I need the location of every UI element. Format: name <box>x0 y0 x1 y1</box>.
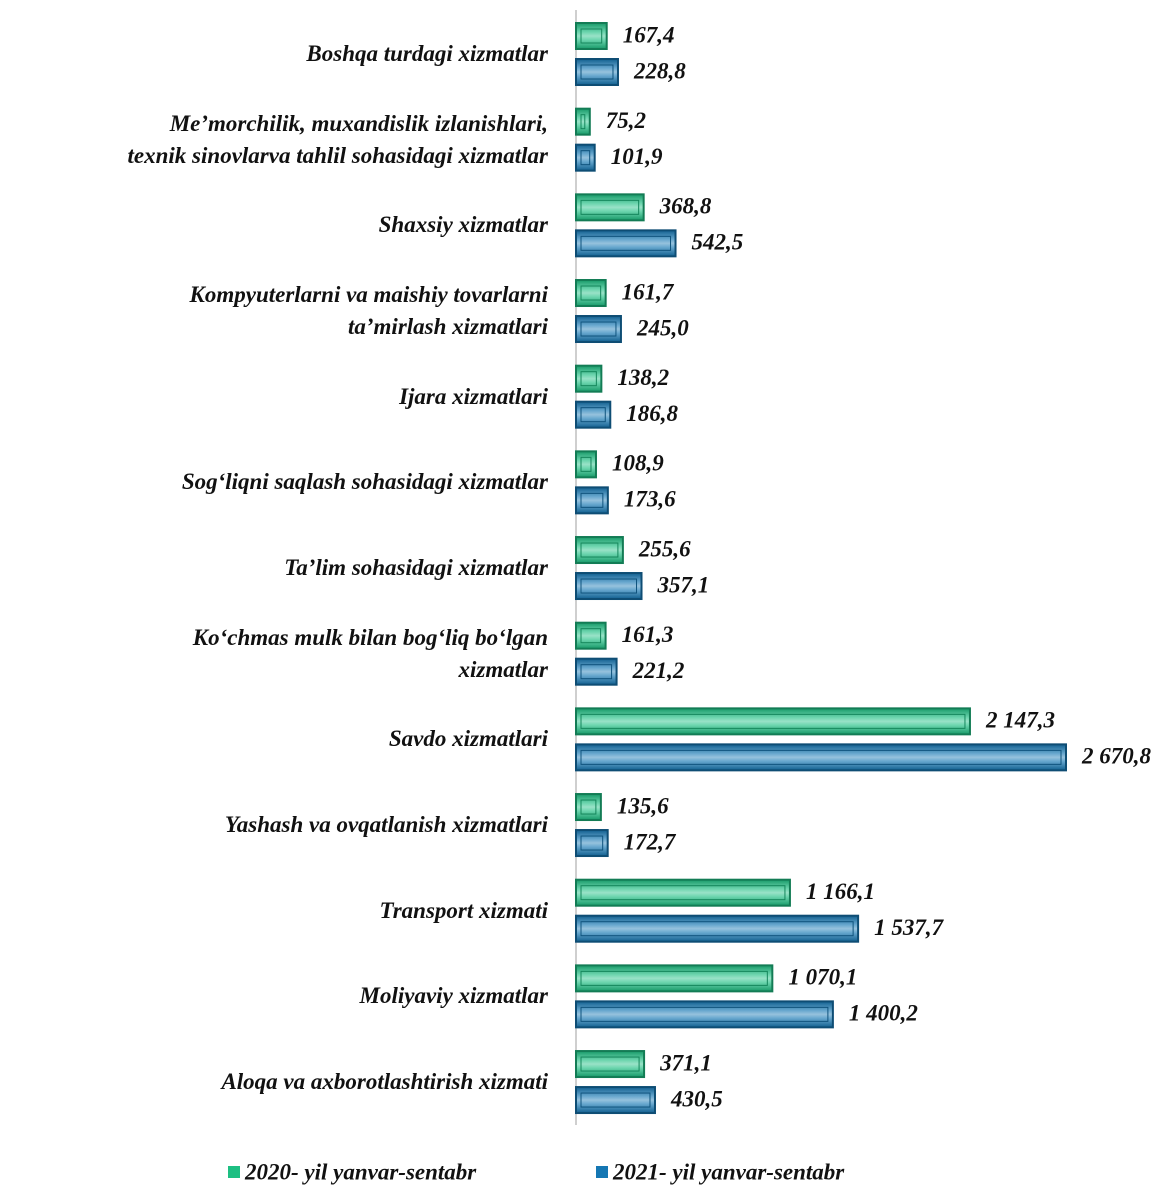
bar <box>575 878 791 907</box>
category-label: Sog‘liqni saqlash sohasidagi xizmatlar <box>181 469 548 495</box>
bar-inner <box>580 1006 829 1022</box>
value-label: 108,9 <box>612 451 664 476</box>
bar <box>575 657 618 686</box>
bar <box>575 793 602 822</box>
bar-inner <box>580 28 603 44</box>
value-label: 1 537,7 <box>874 915 945 940</box>
bar-inner <box>580 885 786 901</box>
bar <box>575 107 591 136</box>
bar-inner <box>580 492 604 508</box>
bar <box>575 229 677 258</box>
category-label: Me’morchilik, muxandislik izlanishlari, … <box>127 110 548 168</box>
bar-inner <box>580 628 602 644</box>
bar <box>575 1000 834 1029</box>
legend-label: 2020- yil yanvar-sentabr <box>244 1159 477 1184</box>
value-label: 1 070,1 <box>788 965 857 990</box>
category-label: Ijara xizmatlari <box>399 383 548 409</box>
bar-inner <box>580 578 638 594</box>
bar-inner <box>580 970 768 986</box>
category-label: Ta’lim sohasidagi xizmatlar <box>284 555 548 581</box>
bar <box>575 1086 656 1115</box>
value-label: 75,2 <box>606 108 646 133</box>
value-label: 101,9 <box>611 144 663 169</box>
legend-swatch <box>596 1166 608 1178</box>
bar <box>575 400 612 429</box>
bar-inner <box>580 664 613 680</box>
value-label: 2 670,8 <box>1081 744 1152 769</box>
value-label: 357,1 <box>657 572 710 597</box>
bar <box>575 914 860 943</box>
value-label: 245,0 <box>636 315 689 340</box>
bar <box>575 964 774 993</box>
bar-inner <box>580 799 597 815</box>
category-label: Savdo xizmatlari <box>388 726 548 752</box>
bar <box>575 279 607 308</box>
value-label: 2 147,3 <box>985 708 1055 733</box>
bar-inner <box>580 835 604 851</box>
legend-swatch <box>228 1166 240 1178</box>
bar-inner <box>580 542 619 558</box>
bar <box>575 315 622 344</box>
value-label: 542,5 <box>692 230 744 255</box>
bar-inner <box>580 235 672 251</box>
bar-inner <box>580 114 586 130</box>
bar-inner <box>580 64 614 80</box>
bar-inner <box>580 921 854 937</box>
bar <box>575 193 645 222</box>
bar-inner <box>580 1056 640 1072</box>
value-label: 161,3 <box>622 622 674 647</box>
category-label: Transport xizmati <box>379 897 549 923</box>
category-label: Ko‘chmas mulk bilan bog‘liq bo‘lgan xizm… <box>192 624 548 682</box>
value-label: 1 400,2 <box>849 1001 918 1026</box>
category-label: Moliyaviy xizmatlar <box>359 983 548 1009</box>
bar-inner <box>580 371 597 387</box>
legend-label: 2021- yil yanvar-sentabr <box>612 1159 845 1184</box>
value-label: 430,5 <box>670 1086 723 1111</box>
value-label: 173,6 <box>624 487 676 512</box>
value-label: 255,6 <box>638 536 691 561</box>
bar <box>575 143 596 172</box>
value-label: 368,8 <box>659 194 712 219</box>
value-label: 167,4 <box>623 22 675 47</box>
bar <box>575 364 603 393</box>
value-label: 135,6 <box>617 793 669 818</box>
value-label: 221,2 <box>632 658 685 683</box>
bar <box>575 621 607 650</box>
bar <box>575 450 597 479</box>
value-label: 161,7 <box>622 279 675 304</box>
value-label: 371,1 <box>659 1050 712 1075</box>
value-label: 228,8 <box>633 58 686 83</box>
category-label: Boshqa turdagi xizmatlar <box>306 41 548 66</box>
value-label: 186,8 <box>626 401 678 426</box>
category-label: Kompyuterlarni va maishiy tovarlarni ta’… <box>189 282 548 339</box>
bar-inner <box>580 321 617 337</box>
bar-inner <box>580 713 966 729</box>
bar-inner <box>580 1092 651 1108</box>
category-label: Aloqa va axborotlashtirish xizmati <box>221 1069 548 1095</box>
bar <box>575 572 643 601</box>
value-label: 172,7 <box>624 829 677 854</box>
value-label: 138,2 <box>617 365 669 390</box>
bar-inner <box>580 285 602 301</box>
bar <box>575 536 624 565</box>
value-label: 1 166,1 <box>806 879 875 904</box>
bar-inner <box>580 407 606 423</box>
bar-inner <box>580 150 591 166</box>
bar-inner <box>580 199 640 215</box>
bar-inner <box>580 749 1062 765</box>
bar <box>575 58 619 86</box>
category-label: Yashash va ovqatlanish xizmatlari <box>224 812 548 838</box>
bar-inner <box>580 456 592 472</box>
bar <box>575 1050 646 1079</box>
category-label: Shaxsiy xizmatlar <box>378 212 548 238</box>
bar <box>575 707 971 736</box>
bar <box>575 743 1067 772</box>
